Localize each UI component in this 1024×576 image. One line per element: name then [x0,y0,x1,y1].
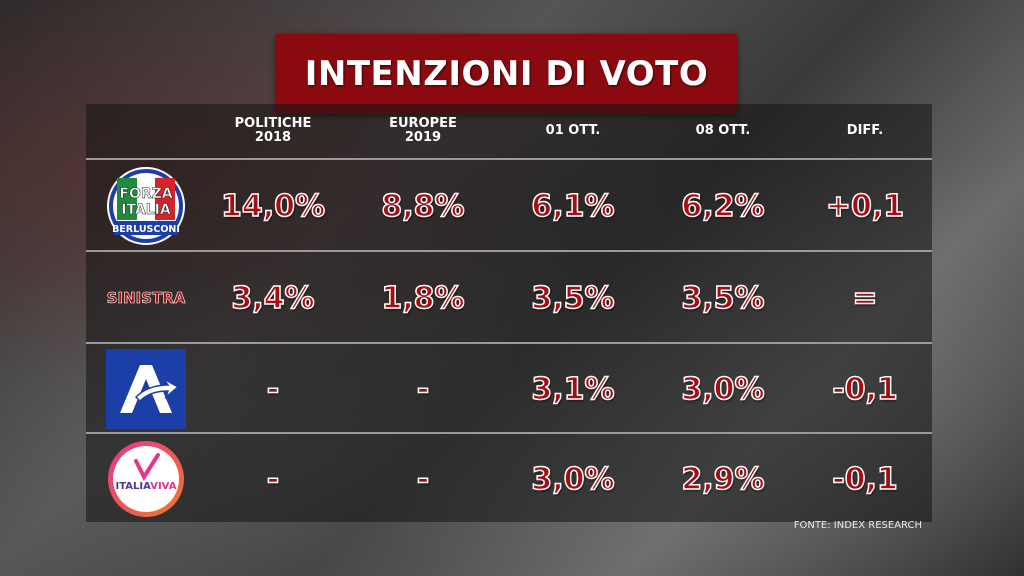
value-cell: 1,8% [381,280,466,317]
svg-text:ITALIAVIVA: ITALIAVIVA [116,481,177,492]
value-cell: 3,1% [531,371,616,408]
header-diff: DIFF. [846,123,884,138]
value-cell: 6,1% [531,188,616,225]
value-cell: 3,5% [681,280,766,317]
header-europee-2019: EUROPEE 2019 [389,116,457,145]
table-header-row: POLITICHE 2018 EUROPEE 2019 01 OTT. 08 OTT… [86,104,932,160]
azione-logo [86,346,206,432]
svg-text:BERLUSCONI: BERLUSCONI [112,224,180,235]
title-banner: INTENZIONI DI VOTO [276,34,737,114]
diff-cell: -0,1 [831,371,898,408]
poll-table: POLITICHE 2018 EUROPEE 2019 01 OTT. 08 OTT… [86,104,932,522]
value-cell: 3,0% [531,461,616,498]
value-cell: 3,4% [231,280,316,317]
value-cell: - [266,371,280,408]
table-row: ITALIAVIVA - - 3,0% 2,9% -0,1 [86,436,932,522]
value-cell: - [416,371,430,408]
forza-italia-logo-icon: FORZA ITALIA BERLUSCONI [107,167,185,245]
value-cell: - [266,461,280,498]
diff-cell: +0,1 [825,188,905,225]
diff-cell: -0,1 [831,461,898,498]
header-politiche-2018: POLITICHE 2018 [234,116,312,145]
value-cell: - [416,461,430,498]
value-cell: 2,9% [681,461,766,498]
italia-viva-logo-icon: ITALIAVIVA [108,441,184,517]
page-title: INTENZIONI DI VOTO [304,54,709,94]
header-08-ott: 08 OTT. [695,123,751,138]
forza-italia-logo: FORZA ITALIA BERLUSCONI [86,162,206,250]
source-note: FONTE: INDEX RESEARCH [793,520,922,531]
value-cell: 3,0% [681,371,766,408]
value-cell: 14,0% [220,188,326,225]
azione-logo-icon [106,349,186,429]
svg-text:ITALIA: ITALIA [121,202,171,218]
header-01-ott: 01 OTT. [545,123,601,138]
table-row: FORZA ITALIA BERLUSCONI 14,0% 8,8% 6,1% … [86,162,932,252]
svg-text:FORZA: FORZA [119,186,172,202]
value-cell: 3,5% [531,280,616,317]
sinistra-label: SINISTRA [106,289,186,308]
value-cell: 6,2% [681,188,766,225]
table-row: - - 3,1% 3,0% -0,1 [86,346,932,434]
italia-viva-logo: ITALIAVIVA [86,436,206,522]
value-cell: 8,8% [381,188,466,225]
diff-cell: = [852,280,879,317]
table-row: SINISTRA 3,4% 1,8% 3,5% 3,5% = [86,254,932,344]
